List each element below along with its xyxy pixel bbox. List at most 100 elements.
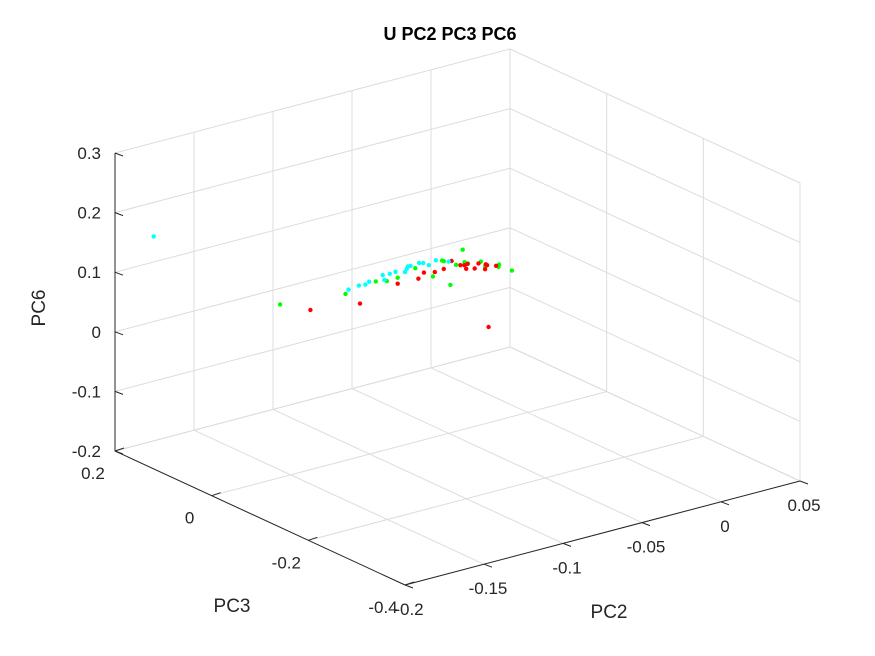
scatter-point: [395, 281, 400, 286]
scatter-point: [395, 275, 400, 280]
scatter-point: [346, 287, 351, 292]
z-tick-mark: [114, 152, 124, 157]
scatter-point: [430, 274, 436, 279]
scatter-point: [484, 263, 490, 268]
x-axis-line: [404, 480, 801, 586]
scatter-point: [367, 279, 372, 284]
scatter-point: [448, 282, 453, 288]
scatter-point: [382, 277, 387, 283]
scatter-point: [363, 282, 368, 287]
scatter-point: [509, 268, 515, 273]
grid-line-z-wall: [509, 286, 801, 422]
grid-line-x-floor: [430, 367, 722, 503]
scatter-point: [356, 283, 362, 288]
z-axis-label: PC6: [29, 290, 50, 327]
scatter-point: [493, 263, 499, 268]
grid-line-z-wall: [114, 108, 511, 214]
y-tick-mark: [308, 536, 318, 541]
grid-line-z-wall: [509, 48, 801, 184]
scatter-point: [380, 272, 385, 278]
grid-line-z-wall: [114, 346, 511, 452]
scatter-point: [441, 266, 446, 272]
grid-line-z-wall: [509, 167, 801, 303]
scatter-point: [373, 279, 378, 284]
tick-labels: -0.2-0.15-0.1-0.0500.05-0.4-0.200.2-0.2-…: [72, 144, 821, 619]
x-tick-label: 0.05: [787, 496, 820, 515]
scatter-point: [413, 266, 418, 271]
z-tick-mark: [114, 390, 124, 395]
grid-line-z-wall: [509, 108, 801, 244]
scatter-point: [343, 291, 348, 297]
scatter-point: [151, 234, 156, 239]
scatter-point: [464, 266, 469, 271]
z-tick-mark: [114, 450, 124, 455]
y-axis-line: [114, 450, 406, 586]
scatter-point: [402, 269, 408, 275]
scatter-point: [458, 263, 463, 268]
scatter-point: [476, 261, 481, 266]
y-tick-mark: [404, 581, 415, 586]
scatter-point: [357, 301, 363, 306]
y-tick-label: 0.2: [81, 464, 105, 483]
grid-line-x-floor: [351, 388, 643, 524]
grid-line-y-floor: [308, 435, 704, 541]
scatter-point: [486, 324, 491, 330]
x-tick-label: -0.05: [627, 538, 666, 557]
grid-line-x-floor: [193, 429, 485, 565]
z-tick-label: 0.3: [77, 144, 101, 163]
scatter-point: [460, 247, 465, 252]
z-tick-mark: [114, 331, 124, 336]
y-tick-label: -0.4: [368, 598, 397, 617]
x-tick-label: -0.2: [394, 600, 423, 619]
x-tick-mark: [404, 584, 414, 589]
grid-line-z-wall: [114, 227, 511, 333]
scatter-point: [416, 260, 422, 266]
chart-title: U PC2 PC3 PC6: [383, 24, 516, 44]
scatter-point: [482, 267, 488, 272]
scatter-point: [433, 258, 439, 263]
z-tick-label: 0.2: [77, 204, 101, 223]
z-tick-mark: [114, 212, 124, 217]
grid-line-x-floor: [272, 408, 564, 544]
grid-line-z-wall: [114, 286, 511, 392]
scatter-point: [432, 269, 437, 275]
scatter-point: [393, 269, 398, 274]
scatter-point: [387, 271, 392, 276]
scatter-point: [416, 276, 421, 281]
x-tick-mark: [799, 480, 809, 485]
scatter-point: [277, 302, 283, 307]
scatter-point: [446, 259, 451, 264]
grid-line-z-wall: [114, 48, 511, 154]
grid-line-z-wall: [509, 227, 801, 363]
x-tick-mark: [720, 501, 730, 506]
scatter-point: [439, 258, 445, 263]
z-tick-mark: [114, 271, 124, 276]
z-tick-label: -0.1: [72, 382, 101, 401]
z-tick-label: 0.1: [77, 263, 101, 282]
scatter-point: [472, 266, 477, 271]
x-axis-label: PC2: [591, 602, 628, 623]
x-tick-mark: [562, 542, 572, 547]
z-tick-label: 0: [92, 323, 101, 342]
grid-lines: [114, 48, 801, 586]
x-tick-mark: [483, 563, 493, 568]
y-tick-label: -0.2: [272, 553, 301, 572]
grid-line-z-wall: [114, 167, 511, 273]
scatter-point: [465, 261, 470, 267]
y-tick-mark: [211, 492, 221, 497]
x-tick-label: -0.15: [469, 579, 508, 598]
grid-line-z-wall: [509, 346, 801, 482]
x-tick-label: 0: [720, 517, 729, 536]
data-points: [151, 234, 515, 330]
scatter-point: [426, 263, 431, 268]
x-tick-label: -0.1: [552, 558, 581, 577]
scatter-point: [405, 264, 411, 269]
y-tick-label: 0: [185, 509, 194, 528]
x-tick-mark: [641, 522, 651, 527]
scatter-point: [421, 260, 426, 266]
axes: [114, 152, 809, 589]
y-tick-mark: [114, 447, 125, 452]
grid-line-y-floor: [211, 391, 607, 497]
y-axis-label: PC3: [214, 596, 251, 617]
